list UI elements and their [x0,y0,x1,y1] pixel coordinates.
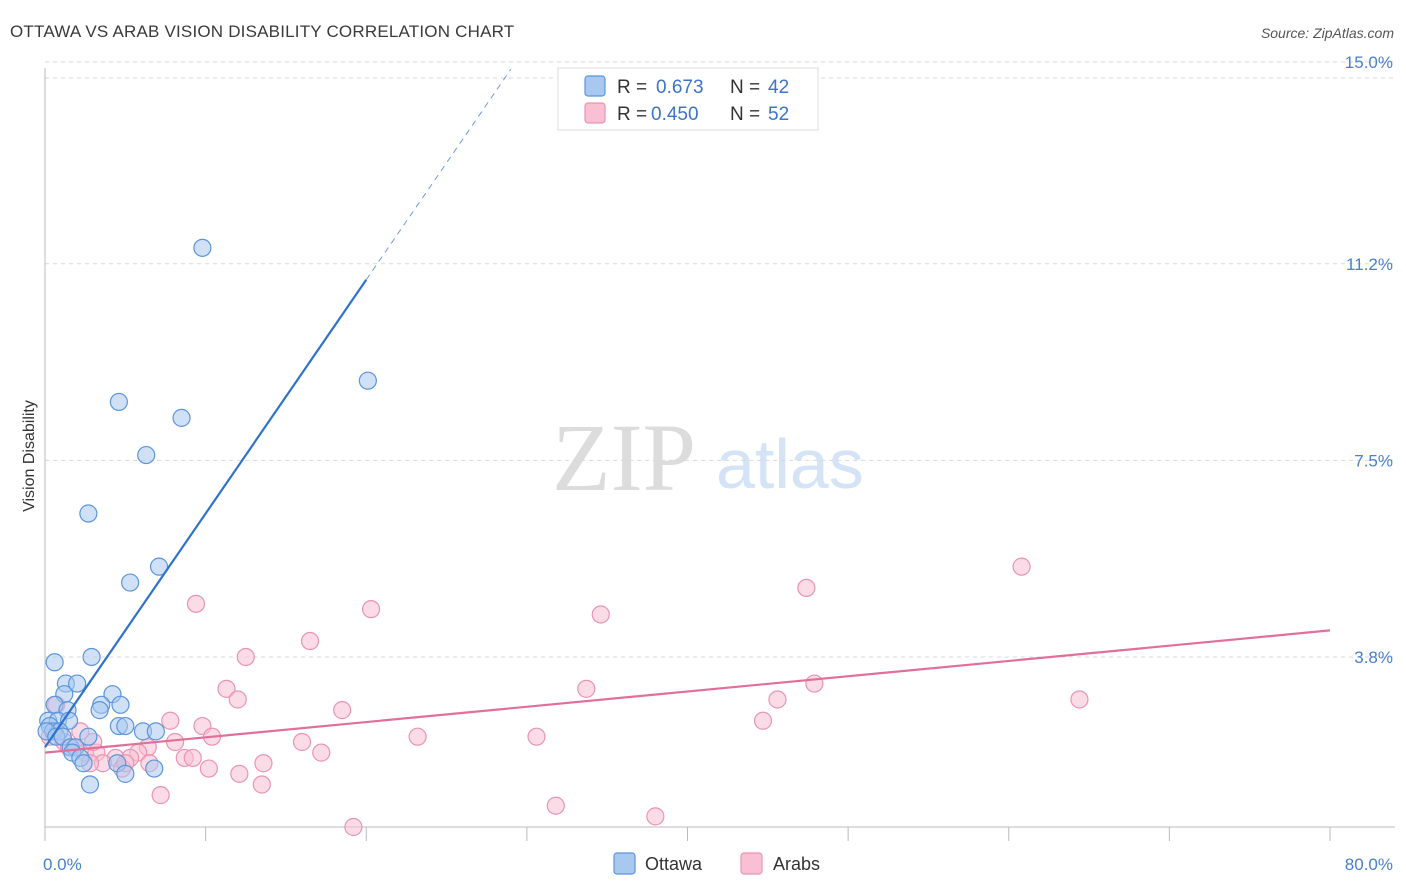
y-tick-labels: 3.8% 7.5% 11.2% 15.0% [1345,53,1393,667]
chart-title: OTTAWA VS ARAB VISION DISABILITY CORRELA… [10,22,515,41]
arabs-points [40,557,1089,837]
bottom-legend-swatch-arabs [740,852,763,875]
legend-ottawa-n-value: 42 [768,77,789,98]
legend-arabs-n-label: N = [730,104,760,125]
ottawa-point [74,754,93,773]
arabs-point [1012,557,1031,576]
ottawa-point [358,371,377,390]
arabs-point [1070,690,1089,709]
arabs-point [166,732,185,752]
arabs-point [805,674,824,693]
legend-swatch-arabs [584,102,606,124]
y-tick-label: 15.0% [1345,53,1393,72]
ottawa-point [149,557,169,576]
ottawa-point [137,445,156,465]
ottawa-point [121,573,140,592]
x-tick-label-max: 80.0% [1345,855,1393,874]
arabs-point [228,690,247,709]
arabs-point [333,701,352,720]
ottawa-point [116,716,135,736]
arabs-point [254,754,273,773]
ottawa-point [90,701,109,720]
arabs-trend-line [44,629,1331,754]
watermark-atlas: atlas [716,425,864,503]
bottom-legend-arabs: Arabs [773,854,820,874]
arabs-point [408,727,427,746]
arabs-point [753,711,773,730]
arabs-point [527,727,546,746]
source-label: Source: ZipAtlas.com [1260,25,1394,41]
top-legend: R = 0.673 N = 42 R = 0.450 N = 52 [557,67,819,131]
legend-arabs-r-value: 0.450 [651,104,699,125]
ottawa-point [172,408,191,427]
bottom-legend-ottawa: Ottawa [645,854,703,874]
ottawa-point [68,674,87,693]
bottom-legend-swatch-ottawa [613,852,636,875]
grid-lines [45,61,1395,658]
ottawa-point [82,647,101,667]
arabs-point [252,775,271,794]
arabs-point [217,679,236,698]
arabs-point [183,748,202,768]
ottawa-points [37,238,377,794]
ottawa-point [80,775,100,794]
arabs-point [344,817,363,837]
ottawa-point [79,727,98,746]
arabs-point [236,647,255,667]
x-tick-label-min: 0.0% [43,855,82,874]
legend-arabs-n-value: 52 [768,104,789,125]
x-tick-marks [44,827,1331,841]
legend-ottawa-n-label: N = [730,77,760,98]
arabs-point [312,743,331,762]
y-tick-label: 3.8% [1354,648,1393,667]
arabs-point [797,578,816,598]
ottawa-point [79,504,98,523]
y-axis-label: Vision Disability [21,400,38,512]
ottawa-trend-line [44,279,368,748]
arabs-point [230,764,249,783]
arabs-point [591,605,610,624]
y-tick-label: 11.2% [1346,255,1393,274]
arabs-point [292,732,312,752]
legend-ottawa-r-label: R = [617,77,647,98]
arabs-point [546,796,565,815]
arabs-point [186,594,206,613]
watermark: ZIP atlas [552,404,864,511]
bottom-legend: Ottawa Arabs [613,852,820,875]
ottawa-point [146,722,165,741]
legend-arabs-r-label: R = [617,104,647,125]
ottawa-point [116,764,135,783]
arabs-point [646,807,665,826]
legend-swatch-ottawa [584,75,606,97]
trend-lines [44,69,1331,754]
ottawa-point [145,759,164,778]
ottawa-point [193,238,212,257]
ottawa-trend-extension [365,69,512,281]
arabs-point [161,711,180,730]
arabs-point [199,759,218,778]
arabs-point [300,631,320,651]
ottawa-point [109,392,128,412]
arabs-point [768,690,787,709]
y-tick-label: 7.5% [1354,451,1393,470]
arabs-point [361,600,381,619]
legend-ottawa-r-value: 0.673 [656,77,704,98]
arabs-point [577,679,596,698]
arabs-point [151,786,170,805]
watermark-zip: ZIP [552,404,696,511]
ottawa-point [111,695,130,714]
ottawa-point [45,653,64,672]
